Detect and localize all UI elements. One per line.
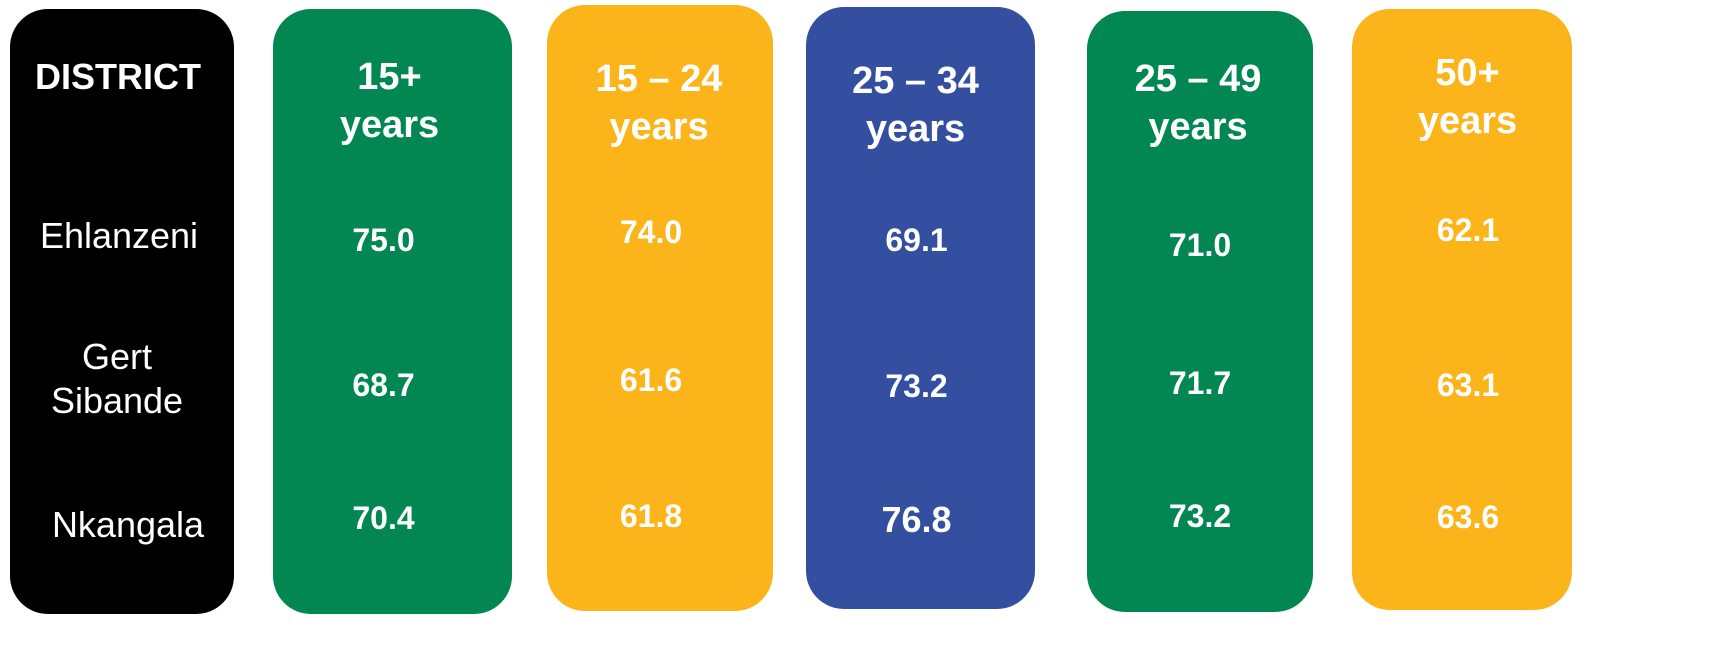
- age-column-15-24: 15 – 24 years 74.0 61.6 61.8: [547, 5, 773, 611]
- age-column-25-49: 25 – 49 years 71.0 71.7 73.2: [1087, 11, 1313, 612]
- district-name-line: Sibande: [50, 380, 184, 421]
- district-name-line: Nkangala: [51, 504, 205, 545]
- age-column-header: 50+ years: [1363, 49, 1572, 145]
- value-cell: 63.6: [1436, 499, 1500, 535]
- district-name-nkangala: Nkangala: [22, 503, 234, 547]
- district-name-gert-sibande: Gert Sibande: [0, 335, 234, 423]
- value-cell: 61.8: [619, 498, 683, 534]
- value-cell: 71.7: [1168, 365, 1232, 401]
- value-cell: 76.8: [881, 499, 952, 540]
- age-column-50-plus: 50+ years 62.1 63.1 63.6: [1352, 9, 1572, 610]
- header-line: 15+: [357, 56, 422, 98]
- value-cell: 61.6: [619, 362, 683, 398]
- value-cell: 75.0: [352, 222, 415, 258]
- age-column-15-plus: 15+ years 75.0 68.7 70.4: [273, 9, 512, 614]
- district-name-line: Gert: [81, 336, 152, 377]
- age-column-header: 25 – 34 years: [796, 57, 1035, 153]
- value-cell: 62.1: [1436, 212, 1500, 248]
- header-line: 15 – 24: [595, 58, 723, 100]
- header-line: years: [609, 106, 709, 148]
- value-cell: 69.1: [885, 222, 948, 258]
- value-cell: 74.0: [619, 214, 683, 250]
- header-line: 50+: [1435, 52, 1500, 94]
- header-line: 25 – 34: [852, 60, 979, 102]
- value-cell: 68.7: [352, 367, 415, 403]
- value-cell: 70.4: [352, 500, 415, 536]
- age-column-25-34: 25 – 34 years 69.1 73.2 76.8: [806, 7, 1035, 609]
- value-cell: 73.2: [1168, 498, 1232, 534]
- header-line: 25 – 49: [1134, 58, 1262, 100]
- district-name-ehlanzeni: Ehlanzeni: [4, 214, 234, 258]
- age-column-header: 15 – 24 years: [545, 55, 773, 151]
- header-line: years: [1148, 106, 1248, 148]
- district-name-line: Ehlanzeni: [39, 215, 199, 256]
- age-column-header: 15+ years: [267, 53, 512, 149]
- value-cell: 71.0: [1168, 227, 1232, 263]
- district-header: DISTRICT: [35, 56, 201, 97]
- value-cell: 73.2: [885, 368, 948, 404]
- header-line: years: [1417, 100, 1518, 142]
- age-column-header: 25 – 49 years: [1083, 55, 1313, 151]
- district-column: DISTRICT Ehlanzeni Gert Sibande Nkangala: [10, 9, 234, 614]
- header-line: years: [865, 108, 966, 150]
- value-cell: 63.1: [1436, 367, 1500, 403]
- header-line: years: [339, 104, 440, 146]
